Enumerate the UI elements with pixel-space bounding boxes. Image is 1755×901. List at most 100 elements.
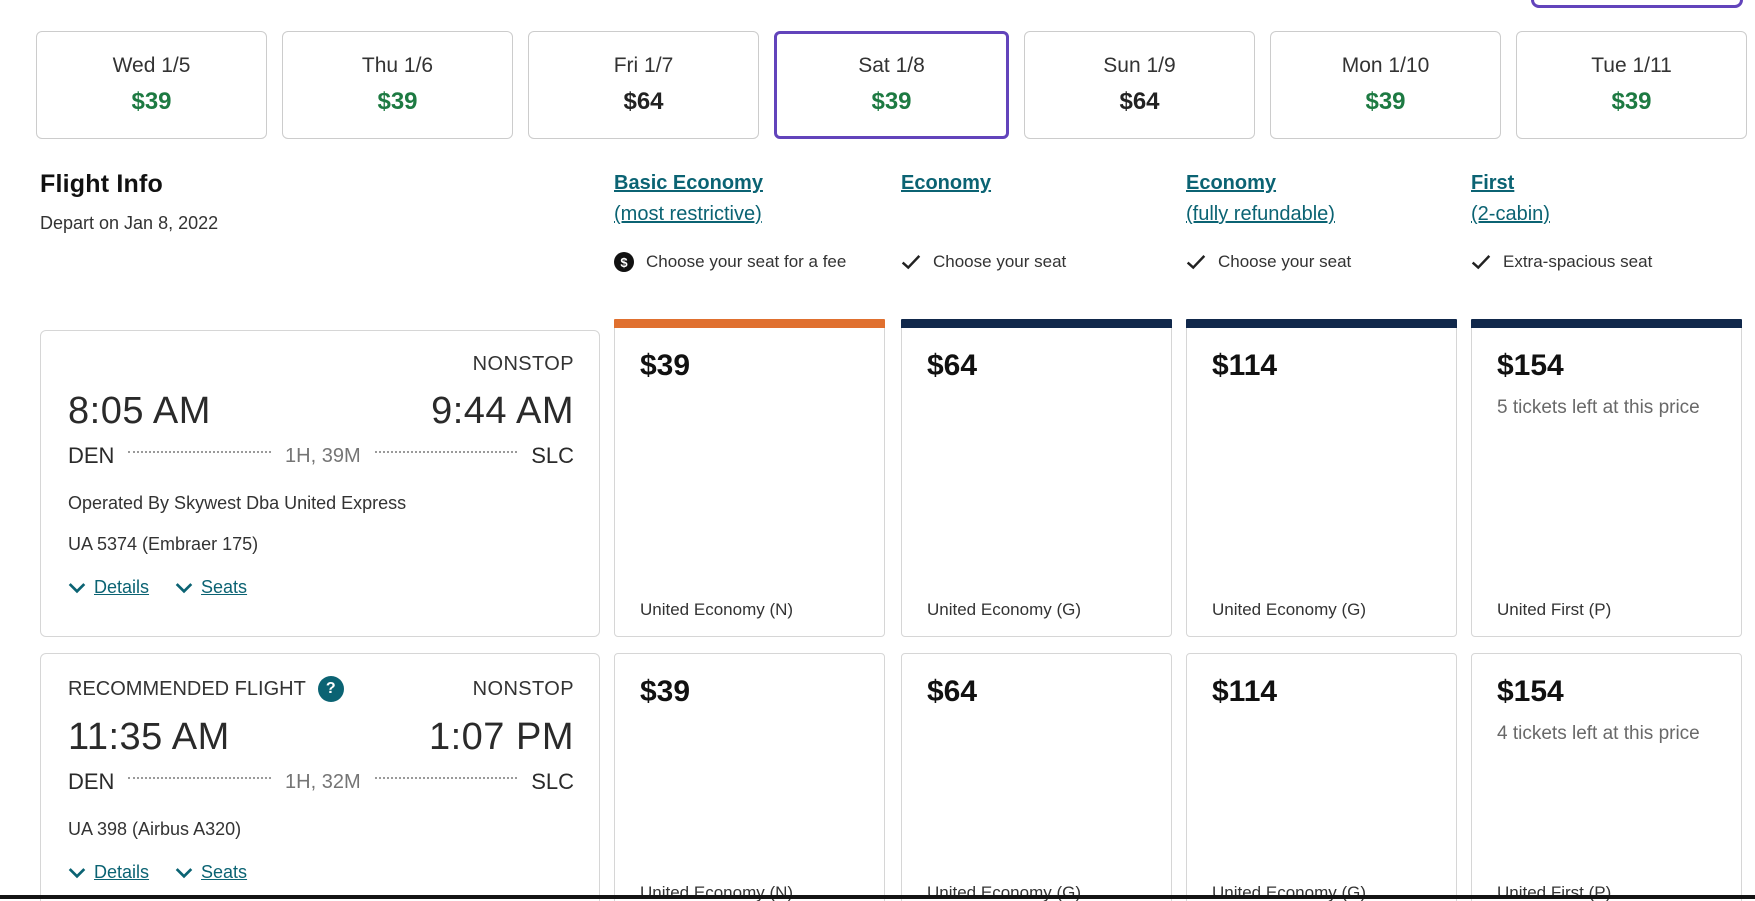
date-tab-mon-1-10[interactable]: Mon 1/10 $39 xyxy=(1270,31,1501,139)
fare-price: $64 xyxy=(927,675,978,708)
checkmark-icon xyxy=(1471,255,1491,270)
stops-label: NONSTOP xyxy=(472,677,574,700)
date-tab-sat-1-8-selected[interactable]: Sat 1/8 $39 xyxy=(774,31,1009,139)
depart-time: 11:35 AM xyxy=(68,716,230,758)
cabin-code-label: United Economy (G) xyxy=(927,600,1081,619)
fare-price: $114 xyxy=(1212,675,1278,708)
fare-perk-label: Choose your seat for a fee xyxy=(646,252,847,271)
fare-price: $64 xyxy=(927,349,978,382)
tickets-left-note: 5 tickets left at this price xyxy=(1497,397,1700,418)
date-tab-price: $39 xyxy=(1611,88,1652,115)
fare-cell-top-bar-navy xyxy=(1186,319,1457,328)
fare-cell-economy[interactable]: $64 United Economy (G) xyxy=(901,319,1172,637)
fare-class-qualifier-link[interactable]: (fully refundable) xyxy=(1186,203,1335,225)
fare-cell-economy-refundable[interactable]: $114 United Economy (G) xyxy=(1186,319,1457,637)
depart-time: 8:05 AM xyxy=(68,390,211,432)
route-dotted-line xyxy=(374,777,518,779)
details-link[interactable]: Details xyxy=(68,862,149,883)
fare-cell-economy-refundable[interactable]: $114 United Economy (G) xyxy=(1186,653,1457,901)
tickets-left-note: 4 tickets left at this price xyxy=(1497,723,1700,744)
date-tab-day: Sun 1/9 xyxy=(1103,54,1176,77)
fare-class-link[interactable]: Economy xyxy=(1186,172,1277,194)
date-tab-price: $64 xyxy=(623,88,664,115)
cutoff-button-top-right[interactable] xyxy=(1531,0,1743,8)
stops-label: NONSTOP xyxy=(472,353,574,375)
date-tab-day: Thu 1/6 xyxy=(361,54,434,77)
chevron-down-icon xyxy=(68,582,86,593)
date-tab-day: Mon 1/10 xyxy=(1341,54,1430,77)
flight-card-ua398-recommended: RECOMMENDED FLIGHT ? NONSTOP 11:35 AM 1:… xyxy=(40,653,600,901)
fare-class-link[interactable]: Basic Economy xyxy=(614,172,763,194)
flight-info-header: Flight Info Depart on Jan 8, 2022 xyxy=(40,170,218,234)
seats-link[interactable]: Seats xyxy=(175,862,247,883)
fare-price: $114 xyxy=(1212,349,1278,382)
date-tab-day: Sat 1/8 xyxy=(858,54,925,77)
route-dotted-line xyxy=(128,451,272,453)
flight-duration: 1H, 39M xyxy=(285,444,361,467)
recommended-flight-badge: RECOMMENDED FLIGHT xyxy=(68,677,306,700)
fare-cell-basic-economy[interactable]: $39 United Economy (N) xyxy=(614,653,885,901)
checkmark-icon xyxy=(901,255,921,270)
route-dotted-line xyxy=(128,777,272,779)
fare-class-link[interactable]: Economy xyxy=(901,172,992,194)
flight-number-aircraft: UA 5374 (Embraer 175) xyxy=(68,534,259,554)
cabin-code-label: United Economy (N) xyxy=(640,600,794,619)
date-tab-price: $39 xyxy=(377,88,418,115)
fare-class-qualifier-link[interactable]: (2-cabin) xyxy=(1471,203,1550,225)
fare-perk-label: Extra-spacious seat xyxy=(1503,252,1653,271)
date-tab-wed-1-5[interactable]: Wed 1/5 $39 xyxy=(36,31,267,139)
route-dotted-line xyxy=(374,451,518,453)
fare-cell-economy[interactable]: $64 United Economy (G) xyxy=(901,653,1172,901)
checkmark-icon xyxy=(1186,255,1206,270)
fare-column-economy: Economy Choose your seat xyxy=(901,168,1172,272)
fare-cell-top-bar-navy xyxy=(901,319,1172,328)
fare-column-basic-economy: Basic Economy (most restrictive) $ Choos… xyxy=(614,168,885,272)
date-tab-thu-1-6[interactable]: Thu 1/6 $39 xyxy=(282,31,513,139)
fare-class-qualifier-link[interactable]: (most restrictive) xyxy=(614,203,762,225)
fare-cell-top-bar-navy xyxy=(1471,319,1742,328)
date-tab-sun-1-9[interactable]: Sun 1/9 $64 xyxy=(1024,31,1255,139)
depart-date-label: Depart on Jan 8, 2022 xyxy=(40,213,219,233)
chevron-down-icon xyxy=(175,867,193,878)
operated-by-label: Operated By Skywest Dba United Express xyxy=(68,493,407,513)
date-tab-price: $39 xyxy=(1365,88,1406,115)
chevron-down-icon xyxy=(68,867,86,878)
fare-cell-first[interactable]: $154 4 tickets left at this price United… xyxy=(1471,653,1742,901)
fare-cell-first[interactable]: $154 5 tickets left at this price United… xyxy=(1471,319,1742,637)
bottom-divider-line xyxy=(0,895,1755,899)
date-tab-day: Tue 1/11 xyxy=(1591,54,1672,77)
page-title: Flight Info xyxy=(40,170,163,198)
destination-airport-code: SLC xyxy=(531,769,574,794)
fare-price: $39 xyxy=(640,675,691,708)
fare-column-economy-refundable: Economy (fully refundable) Choose your s… xyxy=(1186,168,1457,272)
flight-duration: 1H, 32M xyxy=(285,770,361,793)
help-question-icon[interactable]: ? xyxy=(317,676,344,702)
fare-price: $154 xyxy=(1497,675,1564,708)
cabin-code-label: United First (P) xyxy=(1497,600,1612,619)
origin-airport-code: DEN xyxy=(68,443,115,468)
arrive-time: 1:07 PM xyxy=(428,716,574,758)
cabin-code-label: United Economy (G) xyxy=(1212,600,1366,619)
date-tab-fri-1-7[interactable]: Fri 1/7 $64 xyxy=(528,31,759,139)
flight-number-aircraft: UA 398 (Airbus A320) xyxy=(68,819,242,839)
details-link[interactable]: Details xyxy=(68,577,149,598)
fare-cell-top-bar-orange xyxy=(614,319,885,328)
fare-perk-label: Choose your seat xyxy=(1218,252,1352,271)
dollar-circle-icon: $ xyxy=(614,252,634,272)
date-tab-day: Wed 1/5 xyxy=(112,54,191,77)
fare-price: $39 xyxy=(640,349,691,382)
date-tab-tue-1-11[interactable]: Tue 1/11 $39 xyxy=(1516,31,1747,139)
fare-class-link[interactable]: First xyxy=(1471,172,1515,194)
arrive-time: 9:44 AM xyxy=(431,390,574,432)
date-tab-day: Fri 1/7 xyxy=(613,54,674,77)
fare-price: $154 xyxy=(1497,349,1564,382)
flight-card-ua5374: NONSTOP 8:05 AM 9:44 AM DEN 1H, 39M SLC … xyxy=(40,330,600,637)
date-tab-price: $39 xyxy=(131,88,172,115)
origin-airport-code: DEN xyxy=(68,769,115,794)
date-tab-price: $39 xyxy=(871,88,912,115)
fare-cell-basic-economy[interactable]: $39 United Economy (N) xyxy=(614,319,885,637)
destination-airport-code: SLC xyxy=(531,443,574,468)
seats-link[interactable]: Seats xyxy=(175,577,247,598)
fare-column-first: First (2-cabin) Extra-spacious seat xyxy=(1471,168,1742,272)
